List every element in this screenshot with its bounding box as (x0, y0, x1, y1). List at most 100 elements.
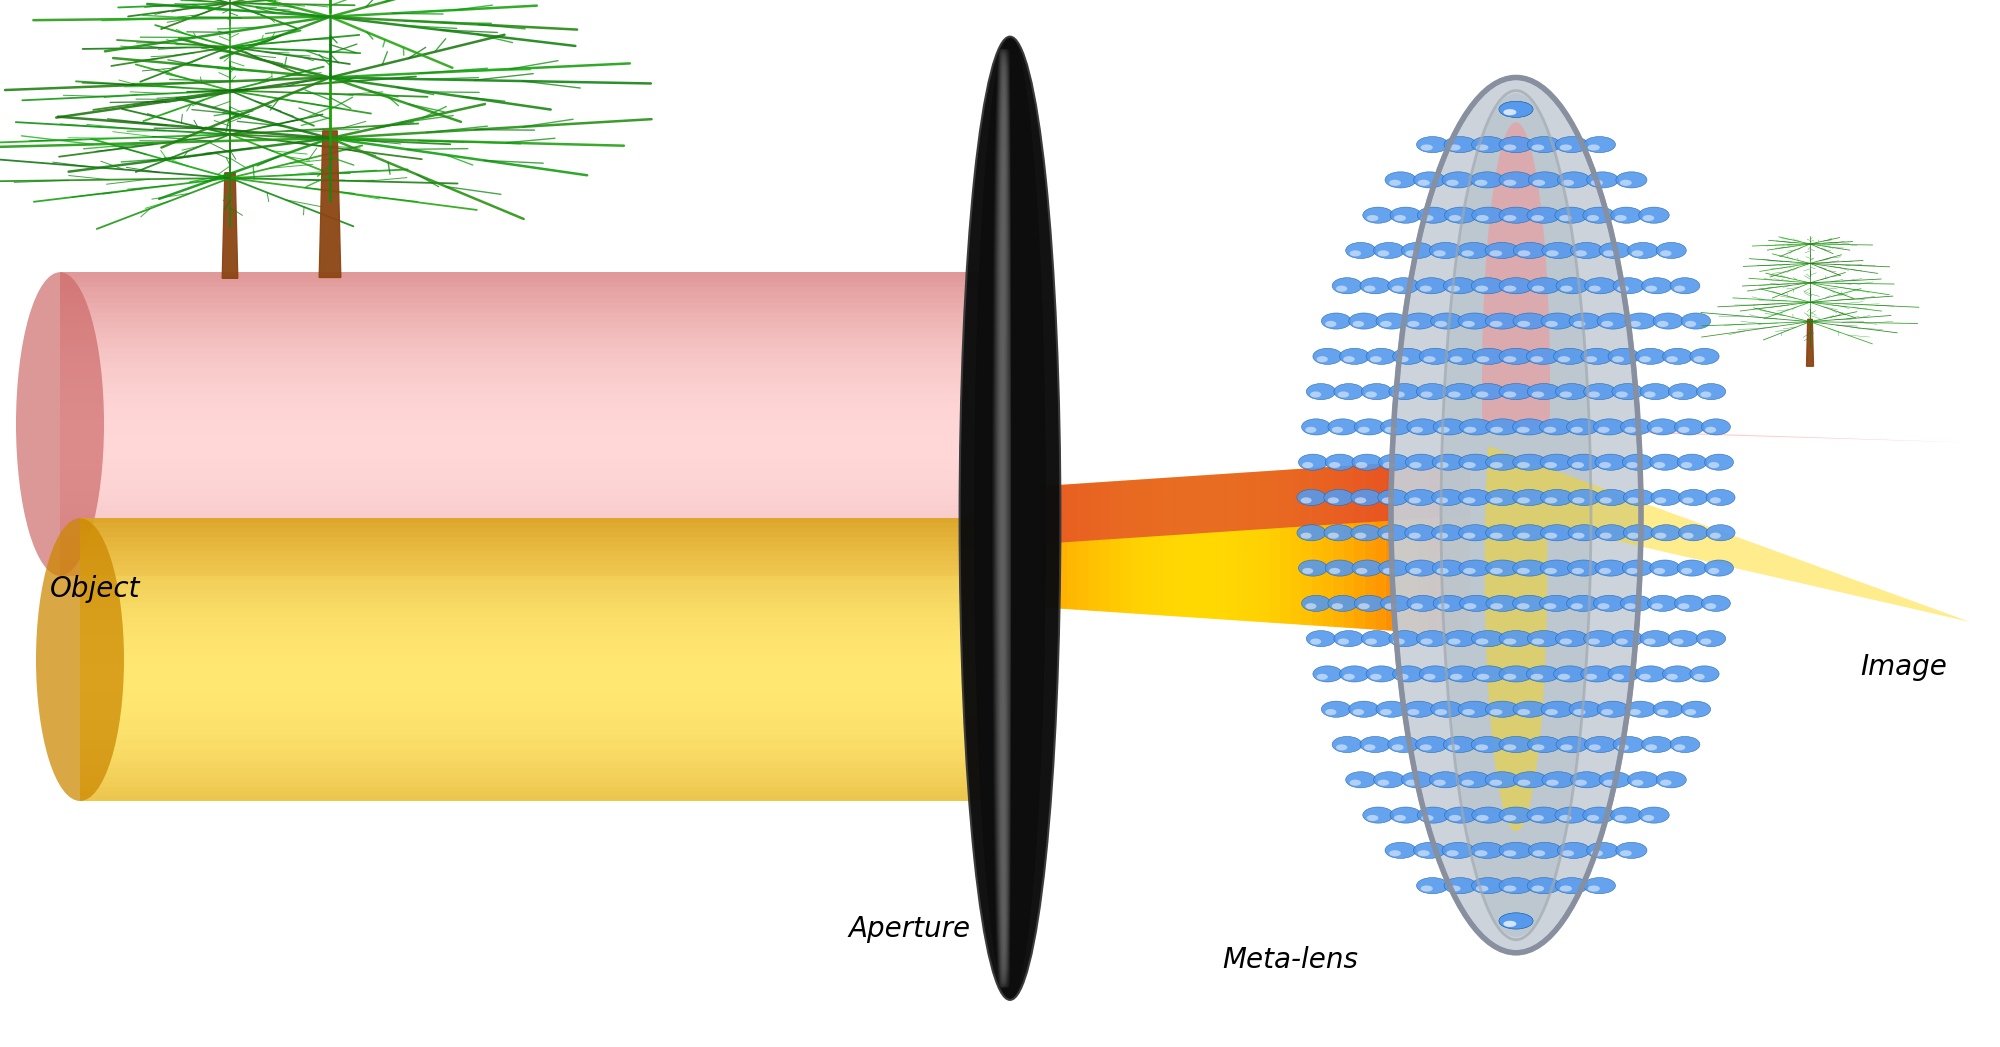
Ellipse shape (1512, 560, 1546, 576)
Ellipse shape (1540, 419, 1572, 435)
Ellipse shape (1486, 525, 1520, 541)
Ellipse shape (1574, 250, 1586, 257)
Ellipse shape (1442, 172, 1474, 188)
Ellipse shape (1594, 454, 1626, 470)
Ellipse shape (1446, 180, 1458, 186)
Ellipse shape (1574, 320, 1586, 327)
Ellipse shape (1528, 277, 1560, 294)
Ellipse shape (1002, 49, 1010, 988)
Ellipse shape (1472, 349, 1506, 364)
Ellipse shape (998, 37, 1022, 1000)
Ellipse shape (1600, 567, 1612, 574)
Ellipse shape (1588, 286, 1600, 292)
Ellipse shape (1352, 709, 1364, 715)
Ellipse shape (1490, 533, 1502, 539)
Ellipse shape (1586, 215, 1600, 221)
Ellipse shape (1472, 877, 1504, 894)
Ellipse shape (1490, 427, 1504, 432)
Ellipse shape (990, 37, 1030, 1000)
Ellipse shape (978, 37, 1042, 1000)
Ellipse shape (1334, 383, 1364, 400)
Ellipse shape (1540, 489, 1574, 506)
Ellipse shape (1670, 277, 1700, 294)
Ellipse shape (1648, 419, 1678, 435)
Ellipse shape (1650, 454, 1680, 470)
Ellipse shape (1646, 286, 1658, 292)
Ellipse shape (1608, 666, 1640, 682)
Ellipse shape (1654, 701, 1684, 717)
Ellipse shape (976, 37, 1044, 1000)
Ellipse shape (1500, 349, 1534, 364)
Ellipse shape (1630, 320, 1640, 327)
Ellipse shape (1300, 533, 1312, 539)
Ellipse shape (1406, 250, 1418, 257)
Ellipse shape (1710, 533, 1720, 539)
Ellipse shape (1690, 349, 1720, 364)
Ellipse shape (1362, 807, 1394, 823)
Ellipse shape (1526, 666, 1560, 682)
Ellipse shape (1654, 313, 1684, 329)
Ellipse shape (1408, 709, 1420, 715)
Polygon shape (1046, 458, 1470, 543)
Ellipse shape (1340, 666, 1370, 682)
Ellipse shape (1584, 877, 1616, 894)
Ellipse shape (982, 37, 1038, 1000)
Ellipse shape (1336, 744, 1348, 751)
Ellipse shape (1568, 489, 1600, 506)
Ellipse shape (1404, 525, 1436, 541)
Ellipse shape (1710, 497, 1720, 504)
Ellipse shape (1340, 349, 1370, 364)
Ellipse shape (1640, 383, 1670, 400)
Ellipse shape (1006, 49, 1010, 988)
Ellipse shape (1628, 772, 1658, 787)
Ellipse shape (1560, 215, 1572, 221)
Ellipse shape (974, 37, 1046, 1000)
Text: Image: Image (1860, 653, 1946, 682)
Ellipse shape (1682, 567, 1692, 574)
Ellipse shape (980, 37, 1040, 1000)
Ellipse shape (1476, 815, 1488, 821)
Ellipse shape (1322, 701, 1350, 717)
Ellipse shape (1674, 596, 1704, 611)
Ellipse shape (1312, 666, 1342, 682)
Ellipse shape (1546, 709, 1558, 715)
Ellipse shape (1408, 497, 1420, 504)
Ellipse shape (1706, 427, 1716, 432)
Ellipse shape (1656, 243, 1686, 259)
Ellipse shape (1566, 596, 1598, 611)
Ellipse shape (1390, 807, 1422, 823)
Ellipse shape (1472, 136, 1504, 153)
Ellipse shape (980, 37, 1040, 1000)
Ellipse shape (1640, 356, 1650, 362)
Ellipse shape (1296, 525, 1326, 541)
Ellipse shape (1610, 807, 1642, 823)
Ellipse shape (1682, 533, 1694, 539)
Ellipse shape (1620, 419, 1652, 435)
Ellipse shape (1644, 392, 1656, 398)
Ellipse shape (1500, 383, 1534, 400)
Ellipse shape (1444, 630, 1476, 647)
Ellipse shape (1696, 630, 1726, 647)
Ellipse shape (1370, 356, 1382, 362)
Ellipse shape (1682, 313, 1710, 329)
Ellipse shape (1354, 497, 1366, 504)
Ellipse shape (1410, 603, 1424, 609)
Ellipse shape (978, 37, 1042, 1000)
Ellipse shape (1612, 356, 1624, 362)
Ellipse shape (1654, 462, 1666, 468)
Ellipse shape (1006, 49, 1010, 988)
Ellipse shape (1406, 596, 1438, 611)
Ellipse shape (980, 37, 1040, 1000)
Ellipse shape (1646, 744, 1658, 751)
Ellipse shape (1560, 144, 1572, 151)
Ellipse shape (1546, 250, 1558, 257)
Ellipse shape (1388, 277, 1418, 294)
Ellipse shape (1504, 109, 1516, 115)
Ellipse shape (1438, 427, 1450, 432)
Ellipse shape (1396, 674, 1408, 680)
Ellipse shape (1500, 877, 1534, 894)
Ellipse shape (1616, 842, 1646, 859)
Ellipse shape (1404, 701, 1434, 717)
Ellipse shape (990, 37, 1030, 1000)
Ellipse shape (1544, 567, 1556, 574)
